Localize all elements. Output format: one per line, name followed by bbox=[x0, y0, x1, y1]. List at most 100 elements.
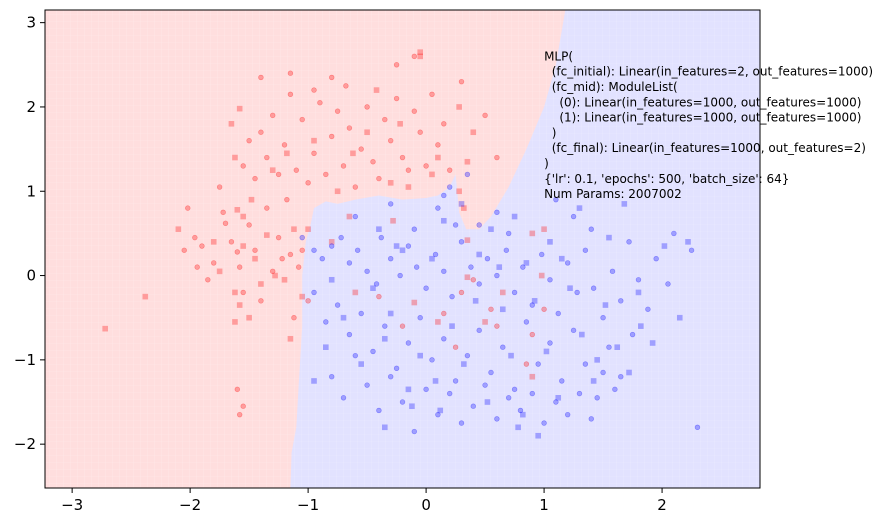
point-class-1 bbox=[346, 260, 353, 266]
point-class-0 bbox=[541, 306, 547, 312]
y-tick-label: 2 bbox=[26, 98, 36, 116]
point-class-1 bbox=[564, 260, 571, 266]
point-class-1 bbox=[476, 281, 482, 287]
point-class-1 bbox=[329, 243, 335, 249]
annotation-line: (0): Linear(in_features=1000, out_featur… bbox=[544, 95, 861, 109]
point-class-0 bbox=[240, 403, 246, 409]
point-class-0 bbox=[246, 137, 252, 144]
square-point-class-0 bbox=[411, 299, 418, 306]
point-class-1 bbox=[476, 327, 482, 334]
square-point-class-1 bbox=[508, 352, 514, 359]
square-point-class-0 bbox=[456, 104, 462, 110]
point-class-0 bbox=[299, 247, 305, 253]
point-class-0 bbox=[216, 184, 223, 190]
point-class-0 bbox=[305, 298, 311, 304]
point-class-0 bbox=[311, 150, 317, 157]
point-class-1 bbox=[432, 251, 439, 258]
point-class-1 bbox=[388, 201, 394, 207]
y-tick-label: −1 bbox=[14, 351, 36, 369]
point-class-1 bbox=[311, 247, 317, 253]
point-class-1 bbox=[555, 310, 561, 317]
point-class-0 bbox=[240, 289, 246, 296]
point-class-0 bbox=[352, 184, 359, 190]
square-point-class-1 bbox=[382, 335, 388, 342]
point-class-1 bbox=[511, 289, 518, 296]
point-class-0 bbox=[222, 220, 229, 226]
square-point-class-0 bbox=[232, 289, 238, 296]
point-class-1 bbox=[688, 247, 695, 253]
point-class-0 bbox=[411, 53, 417, 60]
square-point-class-0 bbox=[281, 276, 288, 283]
point-class-0 bbox=[236, 264, 243, 270]
annotation-line: {'lr': 0.1, 'epochs': 500, 'batch_size':… bbox=[544, 172, 789, 186]
square-point-class-1 bbox=[440, 217, 447, 224]
point-class-1 bbox=[609, 268, 616, 275]
point-class-1 bbox=[618, 374, 624, 380]
square-point-class-0 bbox=[240, 213, 247, 220]
square-point-class-0 bbox=[538, 272, 545, 279]
point-class-1 bbox=[494, 416, 500, 422]
point-class-1 bbox=[635, 277, 642, 283]
point-class-1 bbox=[529, 390, 535, 397]
square-point-class-1 bbox=[358, 361, 365, 367]
square-point-class-0 bbox=[373, 87, 380, 93]
square-point-class-0 bbox=[464, 237, 471, 243]
square-point-class-1 bbox=[558, 255, 565, 262]
square-point-class-0 bbox=[456, 188, 462, 195]
point-class-1 bbox=[299, 234, 305, 241]
point-class-1 bbox=[354, 247, 361, 253]
point-class-1 bbox=[364, 382, 370, 388]
x-tick-label: −2 bbox=[179, 496, 201, 514]
point-class-0 bbox=[417, 129, 423, 135]
square-point-class-0 bbox=[435, 154, 441, 161]
point-class-1 bbox=[411, 226, 417, 232]
point-class-0 bbox=[411, 108, 417, 114]
square-point-class-1 bbox=[488, 226, 494, 232]
point-class-0 bbox=[358, 146, 364, 152]
square-point-class-1 bbox=[676, 314, 683, 321]
square-point-class-1 bbox=[555, 394, 562, 401]
annotation-line: ) bbox=[544, 156, 549, 170]
point-class-1 bbox=[600, 315, 606, 321]
square-point-class-0 bbox=[461, 205, 467, 211]
point-class-0 bbox=[252, 175, 258, 182]
point-class-1 bbox=[547, 340, 553, 346]
square-point-class-1 bbox=[531, 298, 538, 304]
plot-area bbox=[45, 10, 760, 488]
point-class-1 bbox=[452, 222, 459, 228]
square-point-class-1 bbox=[515, 424, 521, 431]
square-point-class-1 bbox=[499, 306, 506, 313]
point-class-0 bbox=[311, 87, 317, 93]
annotation-line: (fc_final): Linear(in_features=1000, out… bbox=[544, 141, 866, 155]
square-point-class-0 bbox=[234, 206, 241, 213]
point-class-0 bbox=[346, 125, 353, 131]
point-class-1 bbox=[476, 222, 482, 228]
point-class-0 bbox=[291, 315, 297, 321]
point-class-1 bbox=[582, 247, 589, 253]
point-class-0 bbox=[376, 293, 382, 300]
point-class-1 bbox=[458, 420, 465, 426]
square-point-class-0 bbox=[429, 171, 435, 178]
square-point-class-0 bbox=[252, 255, 258, 262]
x-tick-label: 1 bbox=[539, 496, 549, 514]
square-point-class-0 bbox=[236, 105, 243, 112]
square-point-class-0 bbox=[387, 180, 394, 186]
annotation-line: ) bbox=[544, 126, 556, 140]
square-point-class-1 bbox=[520, 411, 526, 418]
point-class-0 bbox=[393, 95, 400, 102]
point-class-0 bbox=[382, 116, 388, 123]
point-class-1 bbox=[411, 428, 417, 435]
point-class-0 bbox=[305, 180, 311, 186]
point-class-1 bbox=[553, 399, 559, 405]
point-class-0 bbox=[494, 323, 500, 329]
point-class-1 bbox=[413, 264, 420, 270]
point-class-0 bbox=[258, 129, 264, 135]
point-class-0 bbox=[199, 243, 205, 249]
point-class-0 bbox=[441, 310, 447, 317]
point-class-1 bbox=[376, 407, 382, 414]
point-class-1 bbox=[382, 323, 388, 329]
point-class-1 bbox=[373, 281, 380, 287]
point-class-1 bbox=[564, 411, 571, 418]
square-point-class-1 bbox=[382, 424, 388, 431]
square-point-class-1 bbox=[458, 201, 465, 207]
